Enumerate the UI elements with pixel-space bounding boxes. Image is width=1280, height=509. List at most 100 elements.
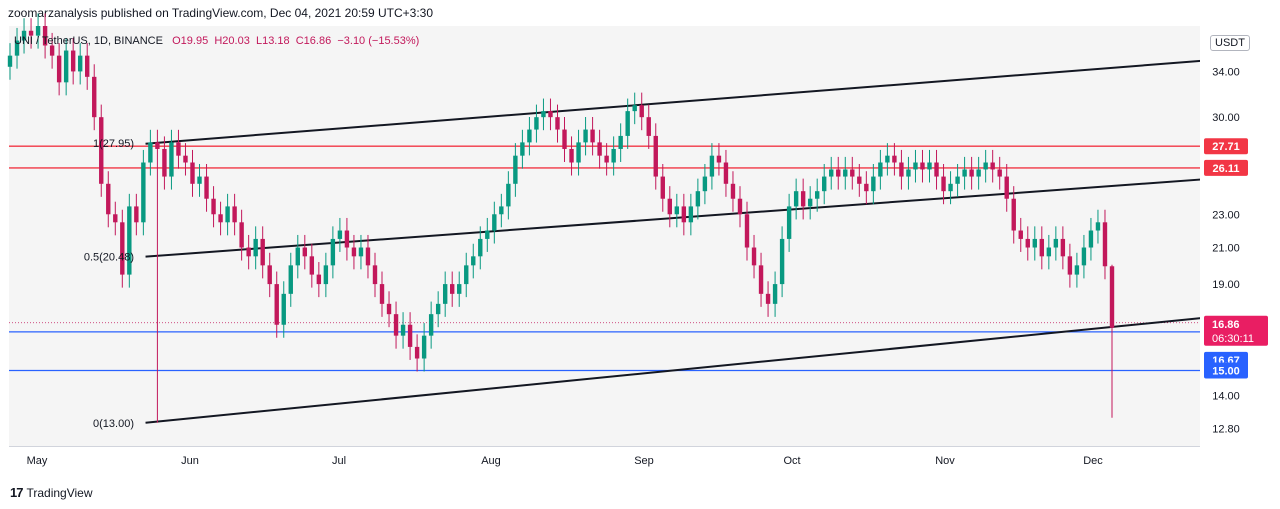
- candle-body-46: [330, 238, 336, 266]
- candles: [7, 13, 1115, 423]
- candle-body-129: [913, 162, 918, 170]
- candle-body-78: [555, 117, 560, 130]
- change-value: −3.10 (−15.53%): [337, 35, 420, 47]
- candle-body-19: [141, 162, 146, 223]
- candle-body-135: [955, 176, 960, 184]
- chart-plot-area[interactable]: [9, 26, 1200, 446]
- candle-body-72: [513, 155, 518, 184]
- candle-body-5: [42, 26, 48, 46]
- candle-body-110: [779, 238, 785, 285]
- candle-body-44: [316, 274, 322, 285]
- candle-body-38: [274, 284, 279, 325]
- candle-body-106: [751, 247, 757, 266]
- candle-body-93: [660, 176, 665, 199]
- candle-body-104: [737, 198, 743, 215]
- candle-body-151: [1067, 256, 1073, 275]
- candle-body-30: [218, 214, 223, 223]
- candle-body-143: [1011, 198, 1016, 231]
- candle-body-81: [576, 142, 581, 163]
- candle-body-141: [997, 169, 1002, 177]
- ohlc-legend: UNI / TetherUS, 1D, BINANCE O19.95 H20.0…: [14, 35, 419, 47]
- candle-body-154: [1088, 230, 1094, 248]
- candle-body-150: [1060, 238, 1066, 257]
- candle-body-94: [667, 198, 672, 215]
- candle-body-20: [148, 142, 153, 163]
- candle-body-48: [344, 230, 350, 248]
- tradingview-footer: 17 TradingView: [10, 485, 93, 500]
- candle-body-29: [211, 198, 216, 215]
- candle-body-65: [464, 265, 469, 285]
- candle-body-146: [1032, 238, 1037, 248]
- candle-body-39: [281, 293, 286, 325]
- candle-body-87: [618, 135, 623, 149]
- fib-label-0: 1(27.95): [93, 138, 134, 150]
- candle-body-130: [920, 162, 925, 170]
- candle-body-54: [386, 303, 392, 315]
- candle-body-9: [70, 50, 76, 72]
- currency-button[interactable]: USDT: [1210, 35, 1250, 51]
- candle-body-70: [499, 206, 504, 215]
- candle-body-100: [709, 155, 715, 177]
- candle-body-149: [1053, 238, 1059, 248]
- time-axis[interactable]: [9, 446, 1200, 475]
- channel-lines: [145, 56, 1242, 424]
- candle-body-31: [225, 206, 230, 223]
- candle-body-40: [288, 265, 293, 294]
- candle-body-116: [822, 176, 827, 192]
- candle-body-88: [625, 111, 630, 136]
- candle-body-25: [183, 155, 188, 163]
- candle-body-58: [414, 346, 420, 359]
- candle-body-97: [688, 206, 694, 223]
- candle-body-22: [162, 148, 167, 177]
- candle-body-80: [569, 148, 574, 163]
- candle-body-86: [611, 148, 616, 163]
- candle-body-59: [421, 335, 427, 359]
- candle-body-124: [878, 162, 883, 177]
- candle-body-90: [639, 105, 644, 118]
- candle-body-69: [492, 214, 497, 231]
- publisher-line: zoomarzanalysis published on TradingView…: [8, 6, 434, 20]
- candle-body-107: [758, 265, 764, 294]
- candle-body-36: [260, 238, 265, 266]
- candle-body-157: [1109, 266, 1115, 328]
- candle-body-0: [7, 55, 13, 67]
- candle-body-68: [485, 230, 490, 239]
- candle-body-62: [442, 284, 448, 304]
- candle-body-6: [49, 45, 55, 56]
- candle-body-67: [478, 238, 483, 257]
- candle-body-21: [155, 142, 160, 149]
- candle-body-118: [836, 169, 841, 177]
- candle-body-50: [358, 247, 364, 257]
- close-value: C16.86: [295, 35, 332, 47]
- candle-body-7: [56, 55, 62, 83]
- candle-body-128: [906, 169, 911, 177]
- candle-body-17: [127, 206, 132, 275]
- high-value: H20.03: [214, 35, 250, 47]
- candle-body-115: [814, 191, 820, 199]
- price-axis[interactable]: [1200, 26, 1280, 446]
- candle-body-99: [702, 176, 708, 192]
- candle-body-76: [541, 111, 546, 118]
- candle-body-134: [948, 183, 953, 192]
- candle-body-114: [807, 198, 813, 207]
- candle-body-82: [583, 129, 588, 143]
- channel-line-middle: [145, 175, 1242, 258]
- candle-body-117: [829, 169, 834, 177]
- candle-body-73: [520, 142, 525, 156]
- candle-body-34: [246, 247, 251, 257]
- candle-body-33: [239, 222, 244, 248]
- candle-body-11: [85, 55, 90, 77]
- candle-body-153: [1081, 247, 1087, 266]
- candle-body-147: [1039, 238, 1045, 257]
- candle-body-122: [864, 183, 869, 192]
- candle-body-75: [534, 117, 539, 130]
- candle-body-71: [506, 183, 511, 207]
- candle-body-132: [934, 162, 939, 177]
- candle-body-152: [1074, 265, 1080, 275]
- candle-body-83: [590, 129, 595, 143]
- candle-body-12: [92, 76, 97, 118]
- candle-body-74: [527, 129, 532, 143]
- candle-body-101: [716, 155, 722, 163]
- candle-body-79: [562, 129, 567, 149]
